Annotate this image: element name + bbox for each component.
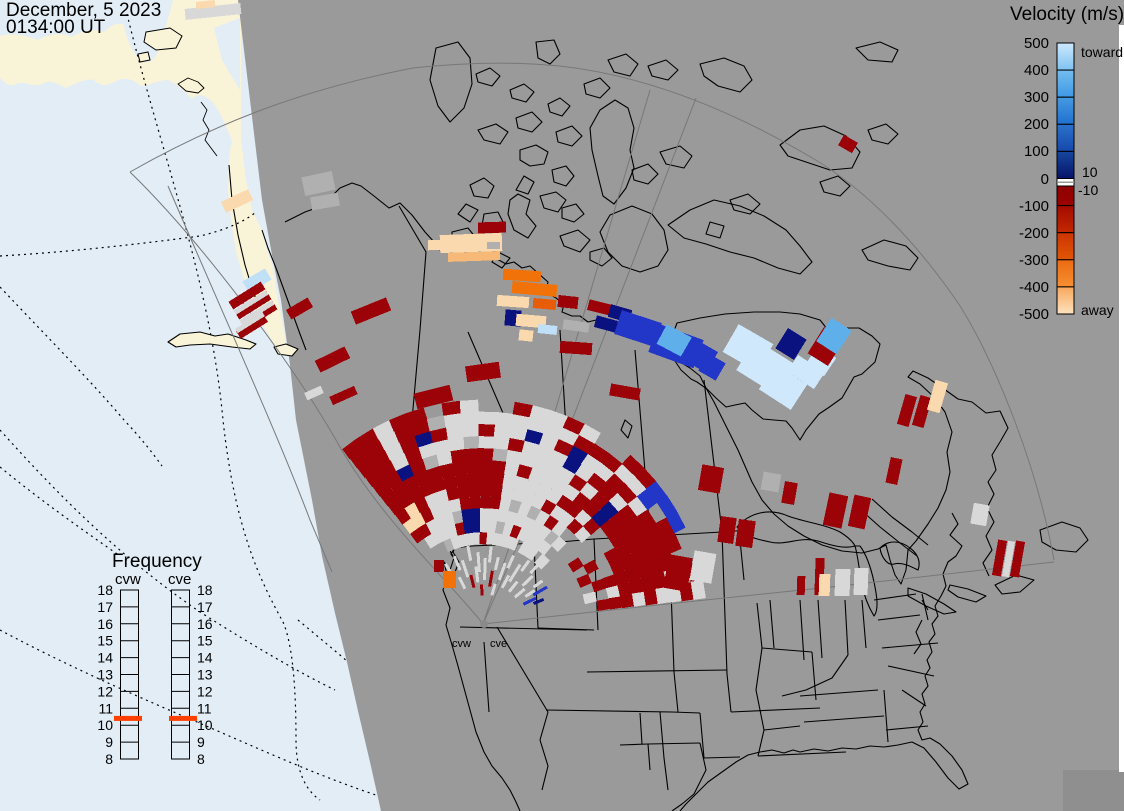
svg-text:-400: -400 (1019, 279, 1049, 296)
svg-text:-200: -200 (1019, 225, 1049, 242)
svg-text:10: 10 (197, 717, 213, 733)
svg-text:14: 14 (97, 650, 113, 666)
svg-text:toward: toward (1081, 44, 1123, 60)
svg-text:-10: -10 (1078, 182, 1098, 198)
svg-text:cvw: cvw (115, 571, 141, 588)
svg-text:12: 12 (97, 683, 113, 699)
svg-text:17: 17 (197, 599, 213, 615)
svg-text:0: 0 (1041, 171, 1049, 188)
svg-text:cve: cve (490, 638, 507, 650)
svg-text:18: 18 (197, 582, 213, 598)
svg-text:13: 13 (97, 667, 113, 683)
svg-text:9: 9 (105, 734, 113, 750)
svg-text:cve: cve (168, 571, 191, 588)
svg-text:cvw: cvw (452, 638, 471, 650)
svg-text:400: 400 (1024, 62, 1049, 79)
svg-text:-100: -100 (1019, 198, 1049, 215)
svg-text:away: away (1081, 302, 1114, 318)
svg-text:Frequency: Frequency (112, 551, 202, 572)
svg-text:12: 12 (197, 683, 213, 699)
svg-text:9: 9 (197, 734, 205, 750)
svg-text:15: 15 (97, 633, 113, 649)
svg-text:300: 300 (1024, 89, 1049, 106)
svg-text:December, 5 2023: December, 5 2023 (6, 0, 161, 21)
svg-text:16: 16 (197, 616, 213, 632)
svg-text:10: 10 (97, 717, 113, 733)
svg-text:17: 17 (97, 599, 113, 615)
svg-text:200: 200 (1024, 116, 1049, 133)
svg-text:Velocity (m/s): Velocity (m/s) (1010, 4, 1124, 25)
svg-text:13: 13 (197, 667, 213, 683)
svg-text:10: 10 (1082, 164, 1098, 180)
svg-text:-500: -500 (1019, 306, 1049, 323)
svg-text:8: 8 (197, 751, 205, 767)
svg-text:14: 14 (197, 650, 213, 666)
svg-text:500: 500 (1024, 35, 1049, 52)
svg-text:16: 16 (97, 616, 113, 632)
svg-text:15: 15 (197, 633, 213, 649)
svg-text:-300: -300 (1019, 252, 1049, 269)
svg-text:11: 11 (197, 700, 212, 716)
svg-text:0134:00 UT: 0134:00 UT (6, 17, 106, 38)
svg-text:18: 18 (97, 582, 113, 598)
svg-text:11: 11 (98, 700, 113, 716)
svg-text:100: 100 (1024, 143, 1049, 160)
svg-text:8: 8 (105, 751, 113, 767)
